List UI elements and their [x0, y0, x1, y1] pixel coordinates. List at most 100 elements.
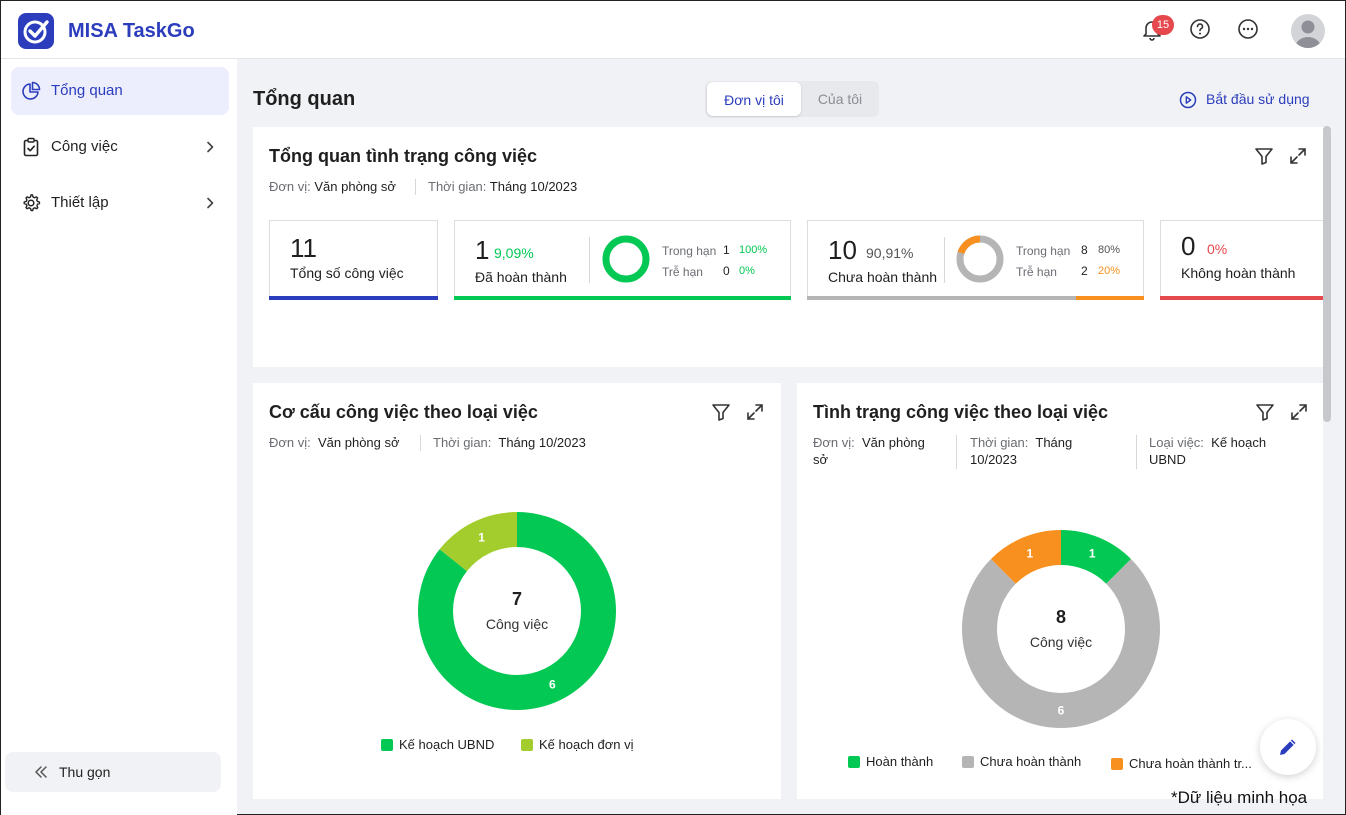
filter-icon[interactable] — [1254, 401, 1276, 423]
failed-label: Không hoàn thành — [1181, 265, 1296, 281]
unit-filter-text: Đơn vị: Văn phòng — [813, 435, 925, 450]
donut-segment-3[interactable] — [990, 530, 1061, 584]
sidebar-item-label: Công việc — [51, 138, 118, 155]
not-done-on-time-pct: 80% — [1098, 244, 1121, 256]
unit-filter-text-cont: sở — [813, 452, 829, 467]
notification-badge: 15 — [1152, 15, 1174, 35]
done-pct: 9,09% — [494, 245, 534, 261]
task-status-donut-chart: 1 6 1 — [962, 530, 1160, 728]
done-on-time-pct: 100% — [739, 244, 768, 256]
time-filter-text-cont: 10/2023 — [970, 452, 1017, 467]
total-bar — [269, 296, 438, 300]
not-done-late-count: 2 — [1081, 264, 1088, 278]
legend-swatch — [848, 756, 860, 768]
failed-pct: 0% — [1207, 241, 1228, 257]
done-bar — [454, 296, 791, 300]
structure-center-value: 7 — [511, 589, 522, 609]
sidebar-item-label: Thiết lập — [51, 194, 109, 211]
done-late-count: 0 — [723, 264, 730, 278]
type-filter-text: Loại việc: Kế hoạch — [1149, 435, 1267, 450]
legend-swatch — [1111, 758, 1123, 770]
unit-filter-text: Đơn vị: Văn phòng sở — [269, 435, 400, 450]
donut-segment-1[interactable] — [417, 512, 616, 710]
filter-icon[interactable] — [710, 401, 732, 423]
donut-segment-2[interactable] — [439, 512, 517, 572]
not-done-late-pct: 20% — [1098, 265, 1121, 277]
stat-failed[interactable]: 0 0% Không hoàn thành — [1160, 220, 1323, 300]
expand-icon[interactable] — [744, 401, 766, 423]
donut-value-label: 1 — [478, 531, 485, 545]
legend-swatch — [962, 756, 974, 768]
done-late-pct: 0% — [739, 265, 755, 277]
sidebar-item-label: Tổng quan — [51, 82, 123, 99]
not-done-on-time-count: 8 — [1081, 243, 1088, 257]
donut-value-label: 1 — [1026, 547, 1033, 561]
divider — [956, 435, 957, 469]
failed-bar — [1160, 296, 1323, 300]
illustrative-data-note: *Dữ liệu minh họa — [1171, 788, 1308, 807]
total-label: Tổng số công việc — [290, 265, 404, 281]
top-bar: MISA TaskGo 15 — [1, 1, 1345, 59]
donut-value-label: 6 — [549, 677, 556, 691]
gear-icon — [23, 194, 41, 212]
scope-tabs: Đơn vị tôi Của tôi — [705, 81, 879, 117]
not-done-value: 10 — [828, 235, 857, 265]
status-title: Tình trạng công việc theo loại việc — [813, 402, 1109, 422]
not-done-pct: 90,91% — [866, 245, 914, 261]
help-icon[interactable] — [1188, 17, 1212, 41]
done-on-time-count: 1 — [723, 243, 730, 257]
divider — [1136, 435, 1137, 469]
overview-card: Tổng quan tình trạng công việc Đơn vị: V… — [253, 127, 1323, 367]
done-label: Đã hoàn thành — [475, 269, 567, 285]
stat-not-completed[interactable]: 10 90,91% Chưa hoàn thành Trong hạn 8 80… — [807, 220, 1144, 300]
total-value: 11 — [290, 233, 317, 263]
expand-icon[interactable] — [1287, 145, 1309, 167]
taskgo-logo-icon[interactable] — [18, 13, 54, 49]
donut-segment-on-time — [602, 235, 650, 283]
structure-center-label: Công việc — [485, 616, 549, 632]
not-done-late-bar — [1076, 296, 1144, 300]
status-center-value: 8 — [1055, 607, 1066, 627]
not-done-bar — [807, 296, 1144, 300]
task-status-card: Tình trạng công việc theo loại việc Đơn … — [797, 383, 1323, 799]
tab-mine[interactable]: Của tôi — [817, 91, 863, 107]
expand-icon[interactable] — [1288, 401, 1310, 423]
donut-value-label: 6 — [1058, 704, 1065, 718]
chevron-right-icon — [207, 141, 214, 153]
create-task-button[interactable] — [1260, 719, 1316, 775]
pencil-icon — [1280, 739, 1296, 755]
scrollbar[interactable] — [1323, 126, 1331, 422]
sidebar-item-tasks[interactable]: Công việc — [11, 123, 229, 171]
status-center-label: Công việc — [1029, 634, 1093, 650]
get-started-label: Bắt đầu sử dụng — [1206, 91, 1310, 107]
not-done-mini-donut — [956, 235, 1004, 283]
filter-icon[interactable] — [1253, 145, 1275, 167]
done-mini-donut — [602, 235, 650, 283]
more-options-icon[interactable] — [1236, 17, 1260, 41]
structure-title: Cơ cấu công việc theo loại việc — [269, 402, 538, 422]
stat-completed[interactable]: 1 9,09% Đã hoàn thành Trong hạn 1 100% T… — [454, 220, 791, 300]
user-avatar[interactable] — [1291, 14, 1325, 48]
legend-swatch — [381, 739, 393, 751]
chevron-right-icon — [207, 197, 214, 209]
divider — [944, 237, 945, 283]
sidebar-item-overview[interactable]: Tổng quan — [11, 67, 229, 115]
sidebar-item-settings[interactable]: Thiết lập — [11, 179, 229, 227]
overview-title: Tổng quan tình trạng công việc — [269, 146, 537, 166]
donut-segment-1[interactable] — [1061, 530, 1132, 584]
done-on-time-label: Trong hạn — [662, 244, 717, 258]
failed-value: 0 — [1181, 231, 1196, 261]
divider — [589, 237, 590, 283]
stat-total-tasks[interactable]: 11 Tổng số công việc — [269, 220, 438, 300]
donut-segment-2[interactable] — [962, 558, 1160, 728]
app-title: MISA TaskGo — [68, 20, 195, 42]
pie-chart-icon — [22, 81, 41, 100]
done-value: 1 — [475, 235, 490, 265]
not-done-label: Chưa hoàn thành — [828, 269, 938, 285]
unit-filter-text: Đơn vị: Văn phòng sở — [269, 179, 396, 194]
task-structure-donut-chart: 61 — [417, 512, 616, 710]
time-filter-text: Thời gian: Tháng 10/2023 — [428, 179, 578, 194]
collapse-sidebar-button[interactable]: Thu gọn — [5, 752, 221, 792]
tab-my-unit[interactable]: Đơn vị tôi — [707, 82, 801, 116]
task-structure-card: Cơ cấu công việc theo loại việc Đơn vị: … — [253, 383, 781, 799]
